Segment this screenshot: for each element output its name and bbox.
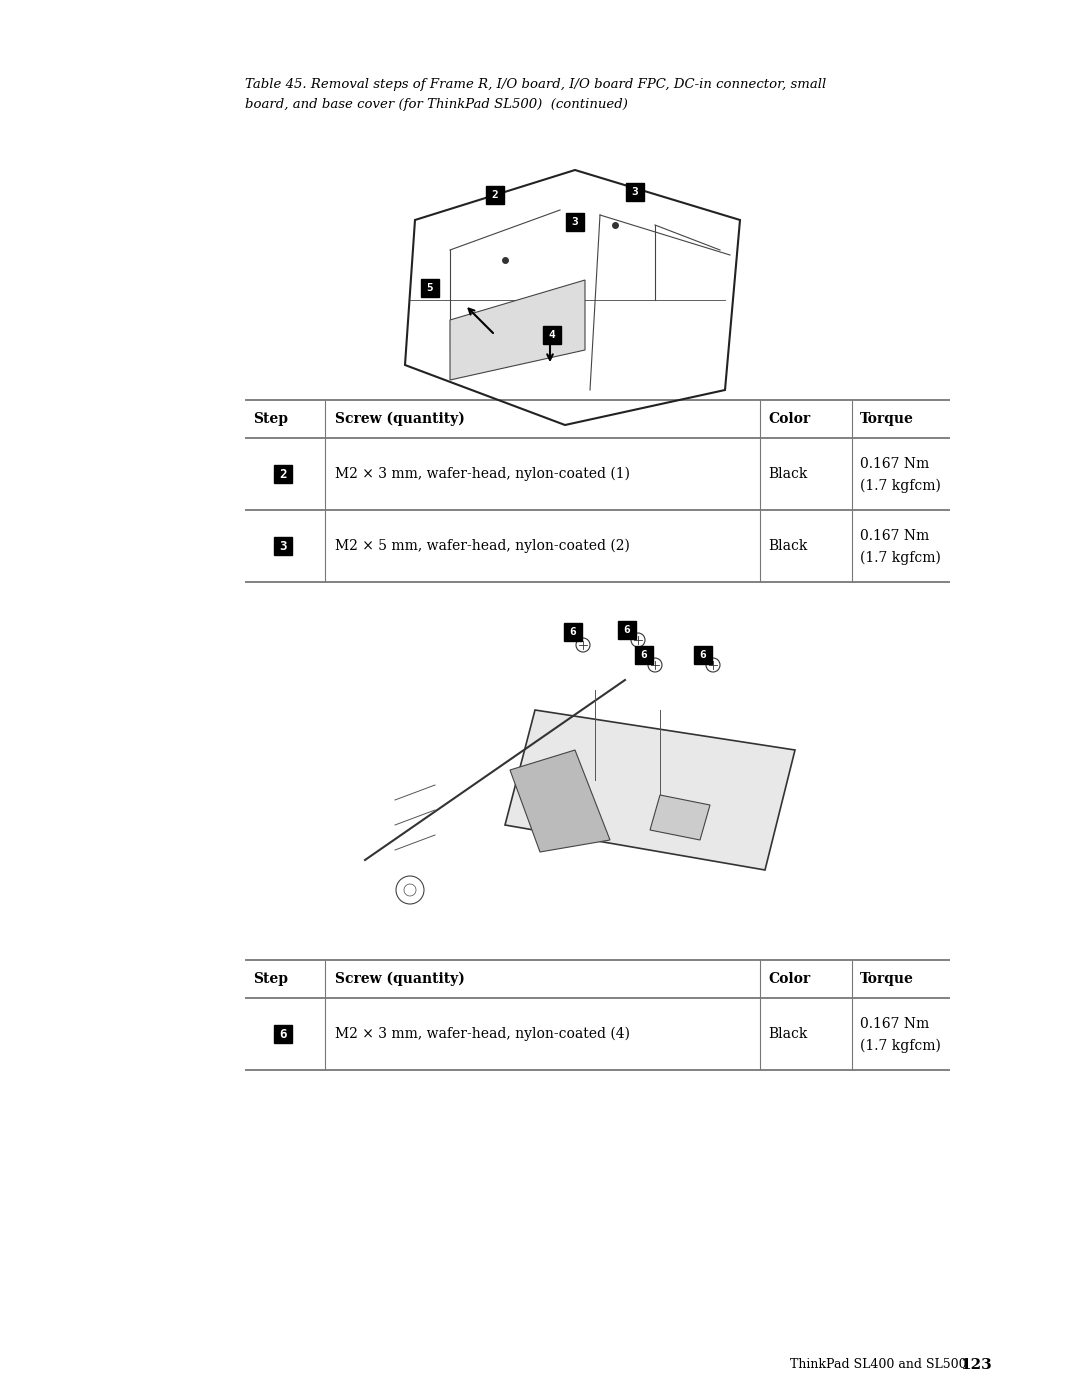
Text: Black: Black <box>768 539 808 553</box>
Bar <box>543 327 561 344</box>
Text: Color: Color <box>768 412 810 426</box>
Bar <box>694 647 712 664</box>
Polygon shape <box>650 795 710 840</box>
Bar <box>626 183 644 201</box>
Text: 6: 6 <box>623 624 631 636</box>
Text: 3: 3 <box>571 217 579 226</box>
Text: (1.7 kgfcm): (1.7 kgfcm) <box>860 479 941 493</box>
Polygon shape <box>505 710 795 870</box>
Text: 6: 6 <box>640 650 647 659</box>
Bar <box>566 214 584 231</box>
Text: 6: 6 <box>569 627 577 637</box>
Text: 0.167 Nm: 0.167 Nm <box>860 1017 929 1031</box>
Text: Screw (quantity): Screw (quantity) <box>335 972 464 986</box>
Text: board, and base cover (for ThinkPad SL500)  (continued): board, and base cover (for ThinkPad SL50… <box>245 98 627 110</box>
Text: Torque: Torque <box>860 972 914 986</box>
Text: 3: 3 <box>280 539 287 552</box>
Text: Table 45. Removal steps of Frame R, I/O board, I/O board FPC, DC-in connector, s: Table 45. Removal steps of Frame R, I/O … <box>245 78 826 91</box>
Text: M2 × 3 mm, wafer-head, nylon-coated (1): M2 × 3 mm, wafer-head, nylon-coated (1) <box>335 467 630 481</box>
Text: (1.7 kgfcm): (1.7 kgfcm) <box>860 1039 941 1053</box>
Text: 0.167 Nm: 0.167 Nm <box>860 529 929 543</box>
Text: Screw (quantity): Screw (quantity) <box>335 412 464 426</box>
Bar <box>421 279 438 296</box>
Text: Step: Step <box>253 412 288 426</box>
Text: 2: 2 <box>491 190 498 200</box>
Text: 3: 3 <box>632 187 638 197</box>
Text: Step: Step <box>253 972 288 986</box>
Bar <box>564 623 582 641</box>
Text: 5: 5 <box>427 284 433 293</box>
Bar <box>274 465 292 483</box>
Bar <box>486 186 503 204</box>
Text: Torque: Torque <box>860 412 914 426</box>
Text: ThinkPad SL400 and SL500: ThinkPad SL400 and SL500 <box>789 1358 967 1372</box>
Bar <box>274 1025 292 1042</box>
Polygon shape <box>450 279 585 380</box>
Bar <box>635 647 652 664</box>
Text: M2 × 3 mm, wafer-head, nylon-coated (4): M2 × 3 mm, wafer-head, nylon-coated (4) <box>335 1027 630 1041</box>
Text: 2: 2 <box>280 468 287 481</box>
Text: 0.167 Nm: 0.167 Nm <box>860 457 929 471</box>
Text: 123: 123 <box>960 1358 991 1372</box>
Text: Color: Color <box>768 972 810 986</box>
Text: M2 × 5 mm, wafer-head, nylon-coated (2): M2 × 5 mm, wafer-head, nylon-coated (2) <box>335 539 630 553</box>
Text: (1.7 kgfcm): (1.7 kgfcm) <box>860 550 941 566</box>
Text: Black: Black <box>768 1027 808 1041</box>
Polygon shape <box>510 750 610 852</box>
Text: 4: 4 <box>549 330 555 339</box>
Bar <box>618 622 636 638</box>
Text: 6: 6 <box>280 1028 287 1041</box>
Text: 6: 6 <box>700 650 706 659</box>
Bar <box>274 538 292 555</box>
Text: Black: Black <box>768 467 808 481</box>
